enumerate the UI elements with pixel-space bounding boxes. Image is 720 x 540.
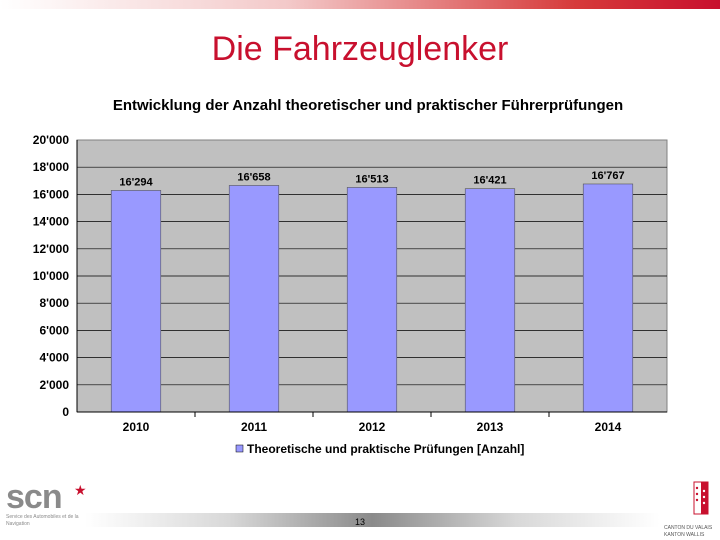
- page-number: 13: [354, 517, 365, 527]
- data-label: 16'513: [355, 173, 388, 185]
- data-label: 16'767: [591, 170, 624, 182]
- scn-logo-subtitle: Service des Automobiles et de la Navigat…: [6, 514, 79, 527]
- x-axis-labels: 2010 2011 2012 2013 2014: [123, 420, 622, 434]
- chart-title: Entwicklung der Anzahl theoretischer und…: [113, 97, 623, 114]
- y-tick-label: 18'000: [33, 160, 70, 174]
- y-axis-labels: 0 2'000 4'000 6'000 8'000 10'000 12'000 14'000 1…: [33, 133, 70, 419]
- x-tick-label: 2011: [241, 420, 267, 434]
- bar-2014: [582, 183, 634, 413]
- legend: Theoretische und praktische Prüfungen [A…: [235, 442, 524, 456]
- x-tick-label: 2010: [123, 420, 150, 434]
- y-tick-label: 2'000: [39, 378, 69, 392]
- top-accent-bar: [0, 0, 720, 9]
- data-label: 16'658: [237, 171, 270, 183]
- x-tick-label: 2014: [595, 420, 622, 434]
- canton-logo: CANTON DU VALAIS KANTON WALLIS: [664, 478, 718, 538]
- y-tick-label: 10'000: [33, 269, 70, 283]
- bar-2012: [346, 187, 398, 413]
- data-labels: 16'294 16'658 16'513 16'421 16'767: [119, 170, 624, 188]
- slide-title: Die Fahrzeuglenker: [211, 30, 509, 68]
- bar-2010: [110, 190, 162, 413]
- scn-logo: scn ★ Service des Automobiles et de la N…: [6, 478, 96, 537]
- footer-band: [85, 513, 660, 527]
- y-tick-label: 8'000: [39, 296, 69, 310]
- bars-group: [110, 183, 634, 413]
- y-tick-label: 12'000: [33, 242, 70, 256]
- legend-swatch: [235, 444, 244, 453]
- x-tick-label: 2013: [477, 420, 504, 434]
- star-icon: ★: [74, 482, 87, 498]
- legend-label: Theoretische und praktische Prüfungen [A…: [247, 442, 524, 456]
- scn-logo-text: scn: [6, 478, 63, 516]
- bar-2011: [228, 185, 280, 413]
- y-tick-label: 6'000: [39, 323, 69, 337]
- data-label: 16'294: [119, 176, 153, 188]
- x-tick-label: 2012: [359, 420, 386, 434]
- data-label: 16'421: [473, 175, 506, 187]
- y-tick-label: 0: [62, 405, 69, 419]
- canton-logo-text: CANTON DU VALAIS KANTON WALLIS: [664, 525, 713, 538]
- coat-of-arms-icon: [693, 481, 709, 515]
- y-tick-label: 16'000: [33, 187, 70, 201]
- bar-2013: [464, 188, 516, 413]
- x-axis-ticks: [194, 412, 550, 417]
- y-tick-label: 20'000: [33, 133, 70, 147]
- y-tick-label: 4'000: [39, 351, 69, 365]
- y-tick-label: 14'000: [33, 215, 70, 229]
